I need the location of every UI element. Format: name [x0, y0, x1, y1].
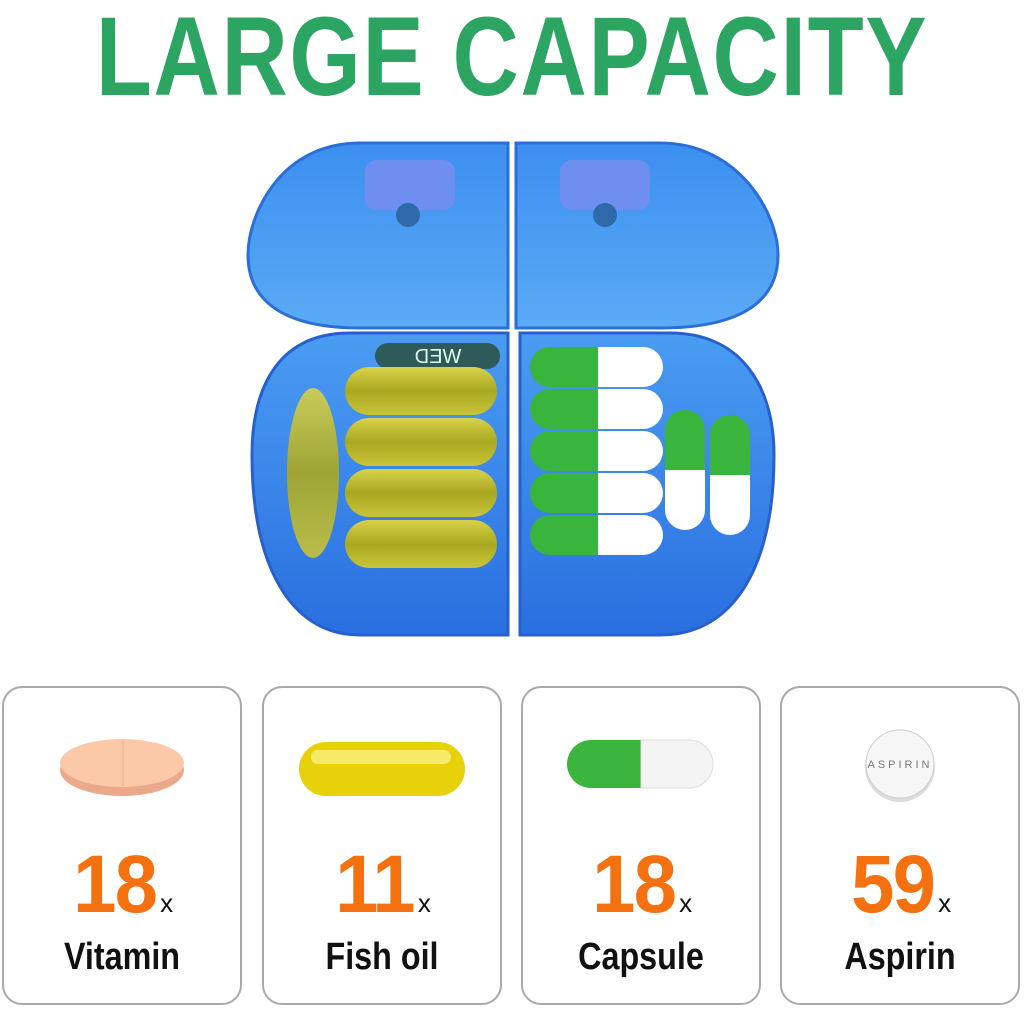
vitamin-tablet-icon — [60, 739, 184, 796]
item-count: 11 — [335, 839, 415, 930]
item-count-unit: x — [417, 888, 431, 918]
item-label: Vitamin — [63, 936, 181, 978]
item-label: Aspirin — [844, 936, 956, 978]
item-count: 59 — [851, 839, 936, 930]
compartment-label: WED — [415, 346, 462, 368]
page-title: LARGE CAPACITY — [95, 0, 929, 119]
item-count-unit: x — [938, 888, 952, 918]
item-label: Capsule — [578, 936, 704, 978]
item-count: 18 — [73, 839, 158, 930]
pill-box-image: WED — [240, 135, 785, 645]
item-label: Fish oil — [325, 936, 439, 978]
capacity-card-capsule: 18 x Capsule — [521, 686, 761, 1005]
capacity-card-aspirin: ASPIRIN 59 x Aspirin — [780, 686, 1020, 1005]
capsule-icon — [567, 739, 714, 789]
capacity-card-fish-oil: 11 x Fish oil — [262, 686, 502, 1005]
item-count-unit: x — [679, 888, 693, 918]
fish-oil-softgel-icon — [299, 742, 465, 796]
item-count-unit: x — [160, 888, 174, 918]
aspirin-imprint: ASPIRIN — [867, 759, 932, 771]
item-count: 18 — [592, 839, 677, 930]
aspirin-tablet-icon: ASPIRIN — [865, 729, 935, 802]
capacity-card-vitamin: 18 x Vitamin — [2, 686, 242, 1005]
